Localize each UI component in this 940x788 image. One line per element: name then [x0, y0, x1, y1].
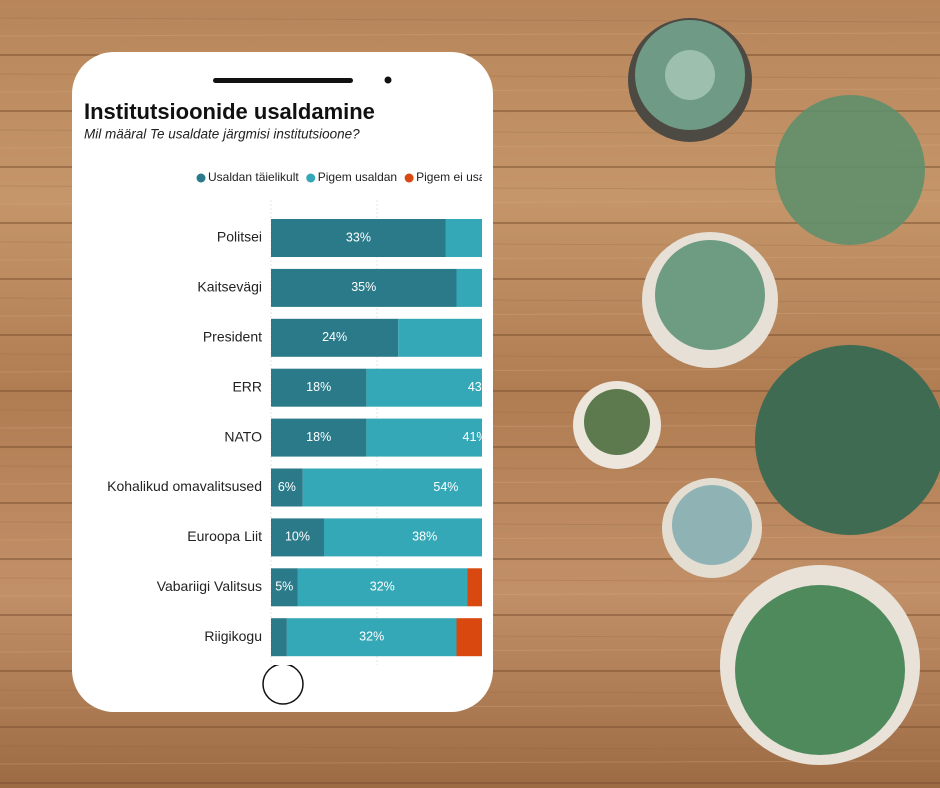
data-label: 18% — [306, 430, 331, 444]
bar-segment — [271, 568, 298, 607]
legend-swatch — [404, 173, 414, 183]
bar-segment — [271, 618, 287, 657]
chart: Institutsioonide usaldamine Mil määral T… — [76, 95, 493, 665]
data-label: 54% — [433, 480, 458, 494]
data-label: 38% — [412, 530, 437, 544]
category-label: Riigikogu — [204, 628, 262, 644]
bar-segment — [271, 418, 367, 457]
category-label: NATO — [224, 428, 262, 444]
data-label: 33% — [346, 230, 371, 244]
bar-segment — [445, 219, 482, 257]
speaker — [213, 78, 353, 83]
plant — [755, 345, 940, 535]
data-label: 10% — [285, 530, 310, 544]
plant — [775, 95, 925, 245]
data-label: 43% — [468, 380, 493, 394]
category-label: ERR — [232, 378, 262, 394]
bar-segment — [456, 268, 482, 307]
category-label: President — [203, 329, 262, 345]
plants — [573, 18, 940, 765]
cactus — [584, 389, 650, 455]
bar-segment — [366, 368, 482, 407]
bar-segment — [271, 518, 324, 557]
bar-segment — [271, 368, 367, 407]
legend-swatch — [306, 173, 316, 183]
legend-label: Pigem ei usa — [416, 170, 486, 184]
bar-segment — [467, 568, 482, 607]
bar-segment — [271, 268, 457, 307]
succulent-center — [665, 50, 715, 100]
bar-segment — [271, 219, 446, 257]
bar-segment — [324, 518, 482, 557]
legend-label: Pigem usaldan — [318, 170, 397, 184]
bar-segment — [286, 618, 457, 657]
plant — [735, 585, 905, 755]
bar-segment — [271, 318, 399, 357]
data-label: 5% — [275, 580, 293, 594]
legend-swatch — [196, 173, 206, 183]
category-label: Politsei — [217, 229, 262, 245]
category-label: Vabariigi Valitsus — [157, 578, 262, 594]
chart-title: Institutsioonide usaldamine — [84, 99, 375, 124]
data-label: 32% — [370, 580, 395, 594]
bar-segment — [297, 568, 468, 607]
camera — [384, 76, 392, 84]
bar-segment — [271, 468, 303, 507]
data-label: 18% — [306, 380, 331, 394]
bar-segment — [366, 418, 482, 457]
bar-segment — [456, 618, 482, 657]
data-label: 35% — [351, 280, 376, 294]
chart-subtitle: Mil määral Te usaldate järgmisi institut… — [84, 127, 360, 142]
bar-segment — [302, 468, 482, 507]
succulent — [672, 485, 752, 565]
data-label: 41% — [463, 430, 488, 444]
legend-label: Usaldan täielikult — [208, 170, 299, 184]
category-label: Euroopa Liit — [187, 528, 262, 544]
category-label: Kaitsevägi — [197, 279, 262, 295]
category-label: Kohalikud omavalitsused — [107, 478, 262, 494]
bar-segment — [398, 318, 482, 357]
data-label: 24% — [322, 330, 347, 344]
data-label: 6% — [278, 480, 296, 494]
succulent — [655, 240, 765, 350]
data-label: 32% — [359, 629, 384, 643]
